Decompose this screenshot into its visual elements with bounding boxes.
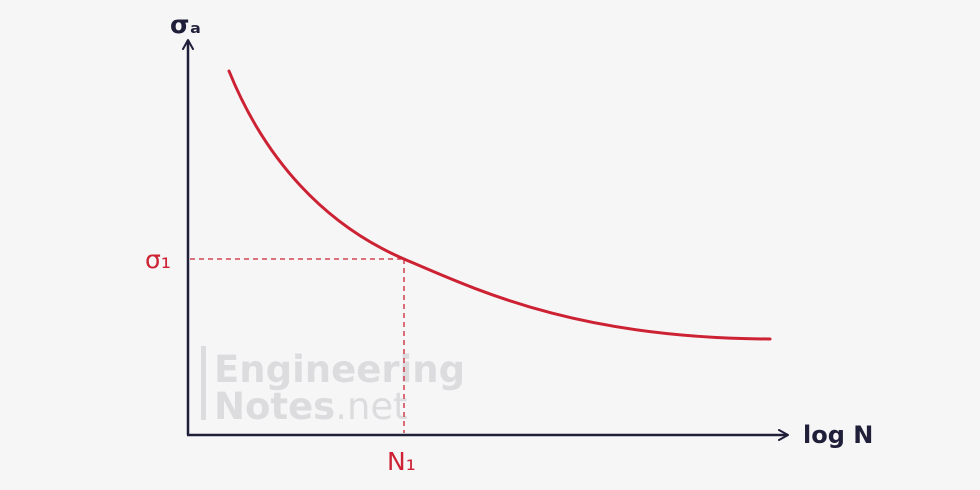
watermark-logo: Engineering Notes.net — [201, 346, 465, 428]
y-axis-label: σₐ — [170, 10, 201, 39]
stress-marker-label: σ₁ — [145, 245, 171, 274]
watermark-line1: Engineering — [214, 348, 465, 391]
watermark-net: .net — [335, 385, 407, 428]
watermark-bar — [201, 346, 206, 420]
cycles-marker-label: N₁ — [387, 447, 416, 476]
watermark-line2: Notes.net — [214, 385, 408, 428]
sn-curve — [227, 69, 772, 341]
watermark-notes: Notes — [214, 385, 335, 428]
x-axis-label: log N — [803, 421, 873, 449]
